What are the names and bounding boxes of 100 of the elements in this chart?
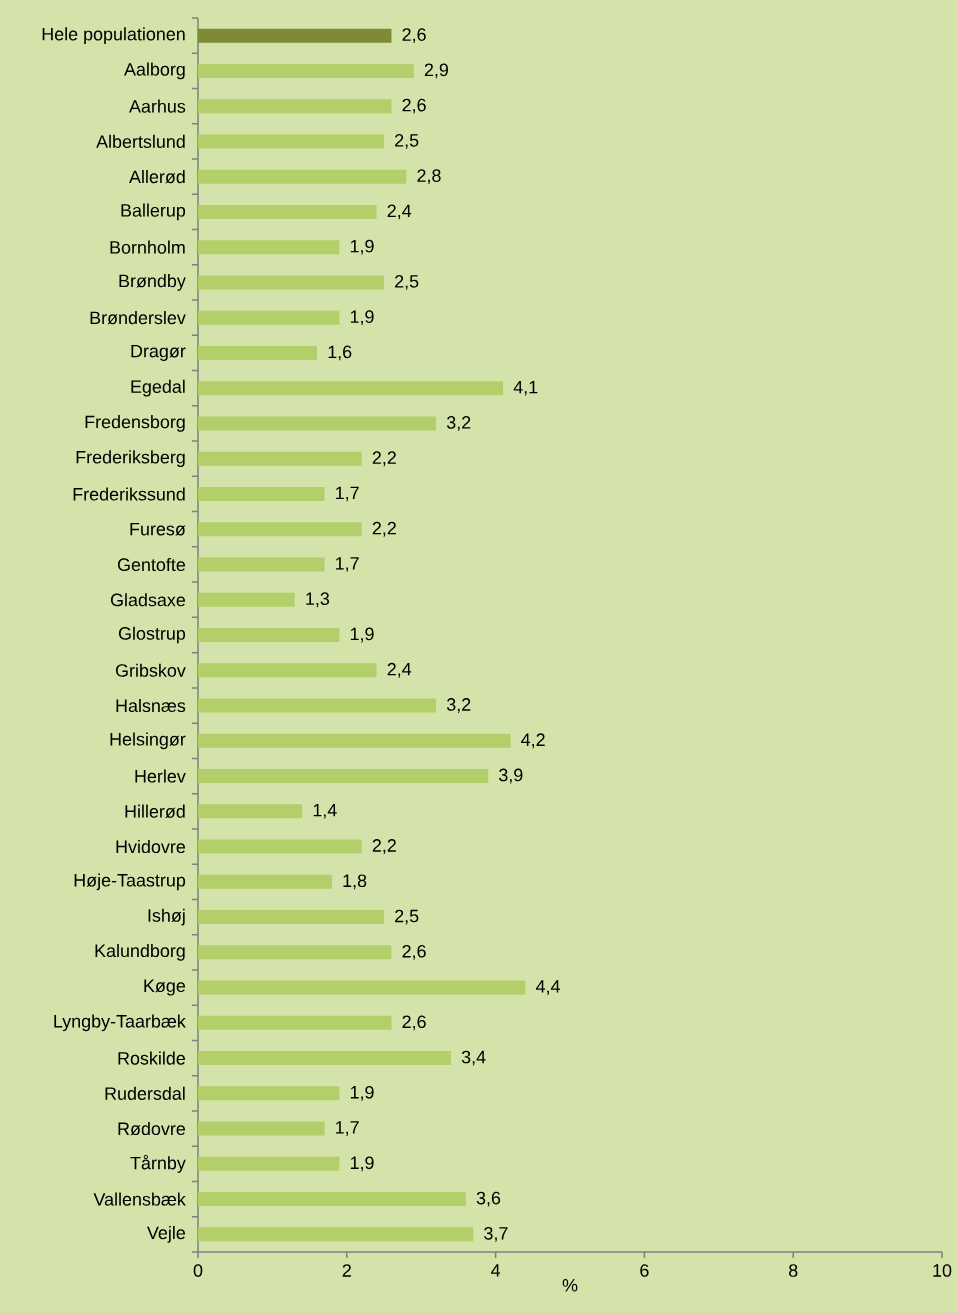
y-tick-label: Halsnæs xyxy=(116,698,186,713)
y-tick-label: Kalundborg xyxy=(95,943,185,961)
y-tick-label: Furesø xyxy=(130,522,186,536)
data-label: 3,7 xyxy=(484,1226,508,1242)
data-label: 2,5 xyxy=(395,909,419,925)
x-tick-label: 4 xyxy=(491,1264,501,1277)
y-tick-label: Gentofte xyxy=(117,557,186,572)
bar xyxy=(198,310,340,325)
bar xyxy=(198,134,385,149)
data-label: 2,5 xyxy=(395,275,419,290)
bar xyxy=(198,1121,325,1136)
y-tick-label: Vejle xyxy=(147,1226,186,1243)
x-tick-label: 10 xyxy=(933,1264,952,1277)
y-tick-label: Lyngby-Taarbæk xyxy=(54,1014,186,1032)
data-label: 1,9 xyxy=(350,1085,374,1101)
y-tick-label: Hvidovre xyxy=(116,839,186,854)
bar xyxy=(198,769,489,784)
y-tick-label: Rudersdal xyxy=(105,1086,185,1100)
data-label: 2,6 xyxy=(402,28,426,44)
bar xyxy=(198,204,377,219)
bar xyxy=(198,698,437,713)
data-label: 4,1 xyxy=(513,380,538,396)
y-tick-label: Ishøj xyxy=(148,908,185,926)
bar xyxy=(198,63,414,78)
data-label: 1,8 xyxy=(343,874,367,890)
bar xyxy=(198,1015,392,1030)
data-label: 2,4 xyxy=(387,662,412,678)
bar xyxy=(198,522,362,537)
data-label: 2,6 xyxy=(402,944,426,960)
y-tick-label: Hillerød xyxy=(125,804,185,818)
bar xyxy=(198,486,325,501)
bar xyxy=(198,275,385,290)
y-tick-label: Herlev xyxy=(135,769,186,783)
bar xyxy=(198,1086,340,1101)
y-tick-label: Frederikssund xyxy=(73,487,185,501)
y-tick-label: Bornholm xyxy=(110,240,185,254)
x-tick-label: 6 xyxy=(640,1264,649,1277)
y-tick-label: Helsingør xyxy=(110,732,186,750)
y-tick-label: Køge xyxy=(144,979,186,996)
bar xyxy=(198,839,362,854)
bar xyxy=(198,628,340,642)
bar xyxy=(198,99,392,114)
bar xyxy=(198,874,332,889)
bar xyxy=(198,592,295,607)
bar xyxy=(198,980,526,995)
data-label: 2,6 xyxy=(402,98,426,114)
bar xyxy=(198,804,303,819)
data-label: 1,7 xyxy=(336,486,359,502)
data-label: 2,9 xyxy=(424,63,449,79)
bar xyxy=(198,1227,474,1242)
bar xyxy=(198,381,504,396)
y-tick-label: Brøndby xyxy=(119,274,186,291)
y-tick-label: Aalborg xyxy=(124,62,185,80)
y-tick-label: Aarhus xyxy=(129,99,186,113)
data-label: 2,2 xyxy=(372,521,396,537)
bar xyxy=(198,451,362,466)
bar xyxy=(198,910,385,925)
bar xyxy=(198,733,511,748)
y-tick-label: Frederiksberg xyxy=(76,450,185,468)
data-label: 2,8 xyxy=(417,169,441,185)
y-tick-label: Gladsaxe xyxy=(110,593,186,607)
data-label: 4,2 xyxy=(521,733,545,749)
y-tick-label: Ballerup xyxy=(121,203,186,221)
data-label: 3,4 xyxy=(461,1050,486,1066)
y-tick-label: Roskilde xyxy=(118,1051,186,1065)
bar xyxy=(198,1156,340,1171)
y-tick-label: Tårnby xyxy=(130,1154,186,1173)
bar xyxy=(198,169,407,184)
y-tick-label: Høje-Taastrup xyxy=(74,873,186,891)
data-label: 1,9 xyxy=(350,627,374,643)
data-label: 1,9 xyxy=(350,239,374,255)
y-tick-label: Hele populationen xyxy=(42,27,185,44)
y-tick-label: Albertslund xyxy=(96,134,185,148)
data-label: 3,6 xyxy=(476,1191,501,1207)
bar xyxy=(198,416,437,431)
bar xyxy=(198,663,377,678)
y-tick-label: Egedal xyxy=(131,379,185,397)
data-label: 1,4 xyxy=(313,803,337,819)
bar xyxy=(198,345,318,360)
data-label: 1,6 xyxy=(328,345,352,361)
y-tick-label: Allerød xyxy=(129,169,185,184)
data-label: 1,3 xyxy=(306,592,330,608)
x-axis-title: % xyxy=(562,1279,578,1292)
data-label: 1,7 xyxy=(336,1121,359,1136)
x-tick-label: 2 xyxy=(342,1264,351,1277)
y-tick-label: Fredensborg xyxy=(85,415,185,432)
data-label: 1,9 xyxy=(350,310,374,326)
y-tick-label: Rødovre xyxy=(118,1121,186,1136)
y-tick-label: Vallensbæk xyxy=(93,1192,186,1206)
y-tick-label: Gribskov xyxy=(115,663,186,677)
data-label: 1,7 xyxy=(336,557,359,572)
bar xyxy=(198,28,392,43)
data-label: 1,9 xyxy=(350,1156,374,1172)
bar xyxy=(198,1051,451,1066)
data-label: 3,2 xyxy=(446,698,471,713)
data-label: 2,6 xyxy=(402,1015,426,1031)
data-label: 3,9 xyxy=(499,768,523,784)
data-label: 2,2 xyxy=(372,451,396,467)
y-tick-label: Dragør xyxy=(131,344,186,361)
data-label: 4,4 xyxy=(535,980,560,995)
